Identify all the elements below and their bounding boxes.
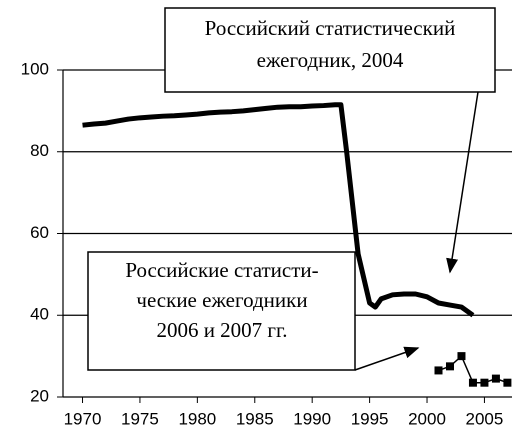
y-tick-label: 40 (30, 305, 49, 324)
marker (445, 362, 454, 371)
x-tick-label: 1990 (293, 409, 331, 428)
annotation-text: 2006 и 2007 гг. (156, 318, 287, 342)
annotation-bottom: Российские статисти- ческие ежегодники 2… (87, 251, 420, 371)
marker (434, 366, 443, 375)
annotation-box (87, 251, 356, 371)
arrow (446, 91, 479, 274)
marker (491, 374, 500, 383)
y-tick-label: 20 (30, 386, 49, 405)
annotation-text: ежегодник, 2004 (257, 48, 404, 72)
x-tick-label: 1980 (178, 409, 216, 428)
x-tick-label: 1970 (64, 409, 102, 428)
annotation-top: Российский статистический ежегодник, 200… (164, 7, 496, 274)
annotation-text: ческие ежегодники (136, 288, 307, 312)
annotation-text: Российский статистический (205, 16, 456, 40)
marker (480, 378, 489, 387)
arrow (354, 346, 420, 371)
x-tick-label: 1975 (121, 409, 159, 428)
x-tick-label: 2005 (466, 409, 504, 428)
annotation-text: Российские статисти- (125, 258, 318, 282)
annotation-box (164, 7, 496, 93)
y-tick-label: 60 (30, 223, 49, 242)
y-tick-label: 80 (30, 141, 49, 160)
marker (468, 378, 477, 387)
x-tick-label: 2000 (408, 409, 446, 428)
series-line (82, 102, 475, 318)
plot: 20 40 60 80 100 1970 1975 1980 1985 1990 1995 2000 2… (21, 59, 512, 428)
x-tick-label: 1985 (236, 409, 274, 428)
marker (503, 378, 512, 387)
marker (457, 352, 466, 361)
y-tick-label: 100 (21, 59, 49, 78)
x-tick-label: 1995 (351, 409, 389, 428)
